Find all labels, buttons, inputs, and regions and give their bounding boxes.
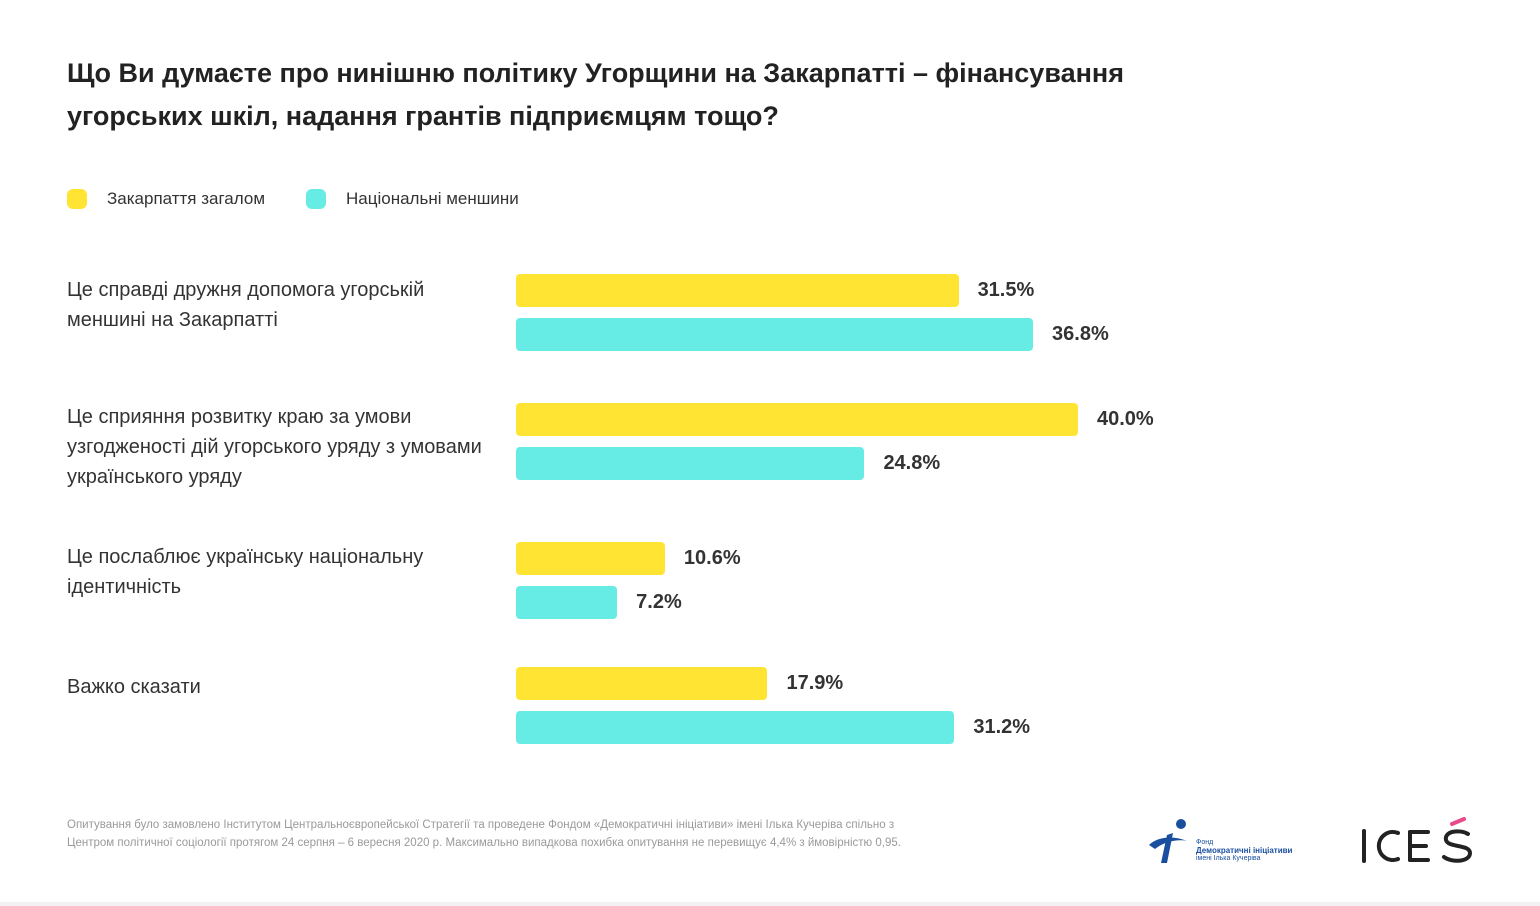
bar-2-series-1: [516, 403, 1078, 436]
chart-title: Що Ви думаєте про нинішню політику Угорщ…: [67, 58, 1124, 131]
legend-swatch-series-2: [306, 189, 326, 209]
category-label-1: Це справді дружня допомога угорській мен…: [67, 279, 425, 331]
bar-1-series-1: [516, 274, 959, 307]
legend-swatch-series-1: [67, 189, 87, 209]
bar-value-4-series-1: 17.9%: [786, 672, 844, 694]
bar-4-series-2: [516, 711, 955, 744]
legend-label-series-2: Національні меншини: [346, 189, 519, 208]
category-label-2: Це сприяння розвитку краю за умови узгод…: [67, 406, 482, 488]
fond-logo-line3: імені Ілька Кучеріва: [1196, 855, 1261, 862]
fond-logo: Фонд Демократичні ініціативи імені Ілька…: [1143, 815, 1303, 867]
bar-value-2-series-1: 40.0%: [1097, 408, 1154, 430]
bar-2-series-2: [516, 447, 865, 480]
bar-4-series-1: [516, 667, 768, 700]
ices-logo: [1360, 815, 1480, 867]
bottom-edge: [0, 902, 1540, 906]
bar-value-2-series-2: 24.8%: [883, 452, 941, 474]
fond-logo-text: Фонд Демократичні ініціативи імені Ілька…: [1196, 839, 1292, 863]
category-label-4: Важко сказати: [67, 676, 201, 698]
bar-3-series-2: [516, 586, 618, 619]
bar-3-series-1: [516, 542, 665, 575]
fond-logo-line1: Фонд: [1196, 839, 1214, 846]
legend-label-series-1: Закарпаття загалом: [107, 189, 266, 208]
bar-value-3-series-1: 10.6%: [683, 547, 741, 569]
bar-1-series-2: [516, 318, 1034, 351]
fond-logo-line2: Демократичні ініціативи: [1196, 846, 1293, 855]
bar-value-4-series-2: 31.2%: [973, 716, 1031, 738]
fond-logo-icon: [1149, 819, 1187, 863]
bar-value-1-series-2: 36.8%: [1052, 323, 1109, 345]
bar-value-3-series-2: 7.2%: [636, 591, 682, 613]
bar-value-1-series-1: 31.5%: [977, 279, 1035, 301]
category-label-3: Це послаблює українську національну іден…: [67, 546, 424, 598]
ices-logo-mark: [1362, 817, 1473, 863]
footnote: Опитування було замовлено Інститутом Цен…: [67, 819, 901, 849]
